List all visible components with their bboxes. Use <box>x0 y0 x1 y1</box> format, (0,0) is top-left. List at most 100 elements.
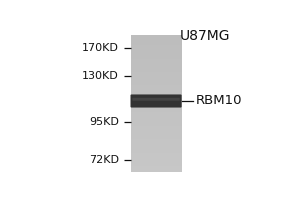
Bar <box>130 42 182 43</box>
Bar <box>130 52 182 53</box>
Bar <box>130 101 182 102</box>
Bar <box>130 49 182 50</box>
Bar <box>130 126 182 127</box>
Bar <box>130 108 182 109</box>
Bar <box>130 42 182 43</box>
Text: 170KD: 170KD <box>82 43 119 53</box>
Bar <box>130 144 182 145</box>
Bar <box>130 125 182 126</box>
Bar <box>130 66 182 67</box>
Bar <box>130 153 182 154</box>
Bar <box>130 79 182 80</box>
Bar <box>130 100 182 101</box>
Text: U87MG: U87MG <box>180 29 230 43</box>
Bar <box>130 83 182 84</box>
Bar <box>130 115 182 116</box>
Bar <box>130 72 182 73</box>
Bar <box>130 156 182 157</box>
Bar <box>130 57 182 58</box>
Bar <box>130 159 182 160</box>
Bar <box>130 100 182 101</box>
Bar <box>130 149 182 150</box>
Bar <box>130 147 182 148</box>
Bar <box>130 54 182 55</box>
Bar <box>130 81 182 82</box>
Bar <box>130 73 182 74</box>
Bar <box>130 127 182 128</box>
Bar <box>130 148 182 149</box>
Text: 95KD: 95KD <box>89 117 119 127</box>
Bar <box>130 48 182 49</box>
Bar <box>130 53 182 54</box>
Bar <box>130 154 182 155</box>
Bar <box>130 115 182 116</box>
Bar <box>130 59 182 60</box>
Bar <box>130 68 182 69</box>
Bar <box>130 74 182 75</box>
Bar <box>130 134 182 135</box>
Bar <box>130 58 182 59</box>
Bar <box>130 164 182 165</box>
Bar <box>130 98 182 99</box>
Bar <box>130 142 182 143</box>
Bar <box>130 67 182 68</box>
Bar <box>130 79 182 80</box>
Bar <box>130 35 182 36</box>
Bar <box>130 122 182 123</box>
Bar <box>130 162 182 163</box>
Bar <box>130 60 182 61</box>
Bar <box>130 126 182 127</box>
Bar <box>130 164 182 165</box>
Bar <box>130 51 182 52</box>
Bar <box>130 116 182 117</box>
Bar <box>130 146 182 147</box>
Bar <box>130 139 182 140</box>
Bar <box>130 109 182 110</box>
Bar <box>130 157 182 158</box>
Bar <box>130 145 182 146</box>
Bar <box>130 78 182 79</box>
Text: 130KD: 130KD <box>82 71 119 81</box>
Bar <box>130 147 182 148</box>
Bar <box>130 102 182 103</box>
Bar <box>130 69 182 70</box>
Bar <box>130 160 182 161</box>
Bar <box>130 62 182 63</box>
Bar <box>130 142 182 143</box>
Bar <box>130 111 182 112</box>
Bar <box>130 39 182 40</box>
Bar <box>130 95 182 96</box>
Bar <box>130 153 182 154</box>
Bar <box>130 57 182 58</box>
FancyBboxPatch shape <box>130 94 182 108</box>
Bar <box>130 37 182 38</box>
Bar <box>130 133 182 134</box>
Bar <box>130 75 182 76</box>
Bar <box>130 93 182 94</box>
Bar <box>130 136 182 137</box>
Bar <box>130 63 182 64</box>
Bar <box>130 105 182 106</box>
Bar <box>130 63 182 64</box>
Bar <box>130 167 182 168</box>
Bar <box>130 155 182 156</box>
Bar <box>130 152 182 153</box>
Bar <box>130 99 182 100</box>
Bar <box>130 84 182 85</box>
Bar <box>130 95 182 96</box>
Bar <box>130 56 182 57</box>
Bar <box>130 37 182 38</box>
Bar <box>130 132 182 133</box>
Bar <box>130 159 182 160</box>
Bar <box>130 158 182 159</box>
Bar <box>130 43 182 44</box>
Bar <box>130 89 182 90</box>
Bar <box>130 124 182 125</box>
Bar <box>130 85 182 86</box>
Bar <box>130 36 182 37</box>
Bar <box>130 40 182 41</box>
Bar <box>130 69 182 70</box>
Bar <box>130 52 182 53</box>
Bar <box>130 148 182 149</box>
Text: RBM10: RBM10 <box>196 95 242 108</box>
